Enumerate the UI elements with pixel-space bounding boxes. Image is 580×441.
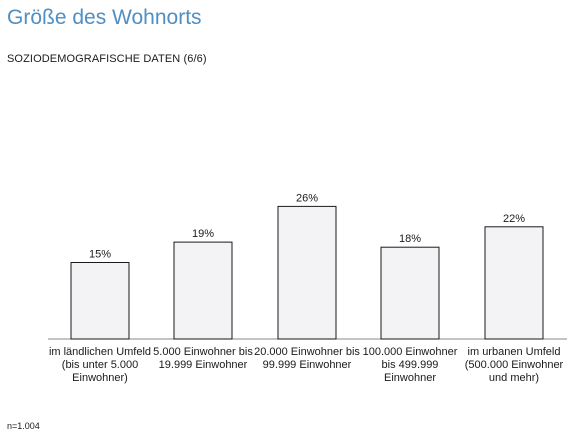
category-label-2: 5.000 Einwohner bis 19.999 Einwohner	[153, 346, 253, 371]
bar-1	[70, 262, 130, 340]
category-label-1: im ländlichen Umfeld (bis unter 5.000 Ei…	[48, 346, 152, 384]
bar-5	[484, 226, 544, 340]
bar-3	[277, 205, 337, 340]
sample-size-note: n=1.004	[7, 421, 40, 431]
bar-value-label-2: 19%	[192, 228, 214, 240]
category-label-3: 20.000 Einwohner bis 99.999 Einwohner	[254, 346, 360, 371]
category-label-5: im urbanen Umfeld (500.000 Einwohner und…	[464, 346, 564, 384]
bar-2	[173, 241, 233, 340]
page-title: Größe des Wohnorts	[7, 6, 202, 29]
page-subtitle: SOZIODEMOGRAFISCHE DATEN (6/6)	[7, 53, 207, 65]
bar-4	[380, 246, 440, 340]
bar-value-label-4: 18%	[399, 233, 421, 245]
category-label-4: 100.000 Einwohner bis 499.999 Einwohner	[362, 346, 458, 384]
bar-value-label-1: 15%	[89, 249, 111, 261]
bar-value-label-3: 26%	[296, 192, 318, 204]
bar-value-label-5: 22%	[503, 213, 525, 225]
